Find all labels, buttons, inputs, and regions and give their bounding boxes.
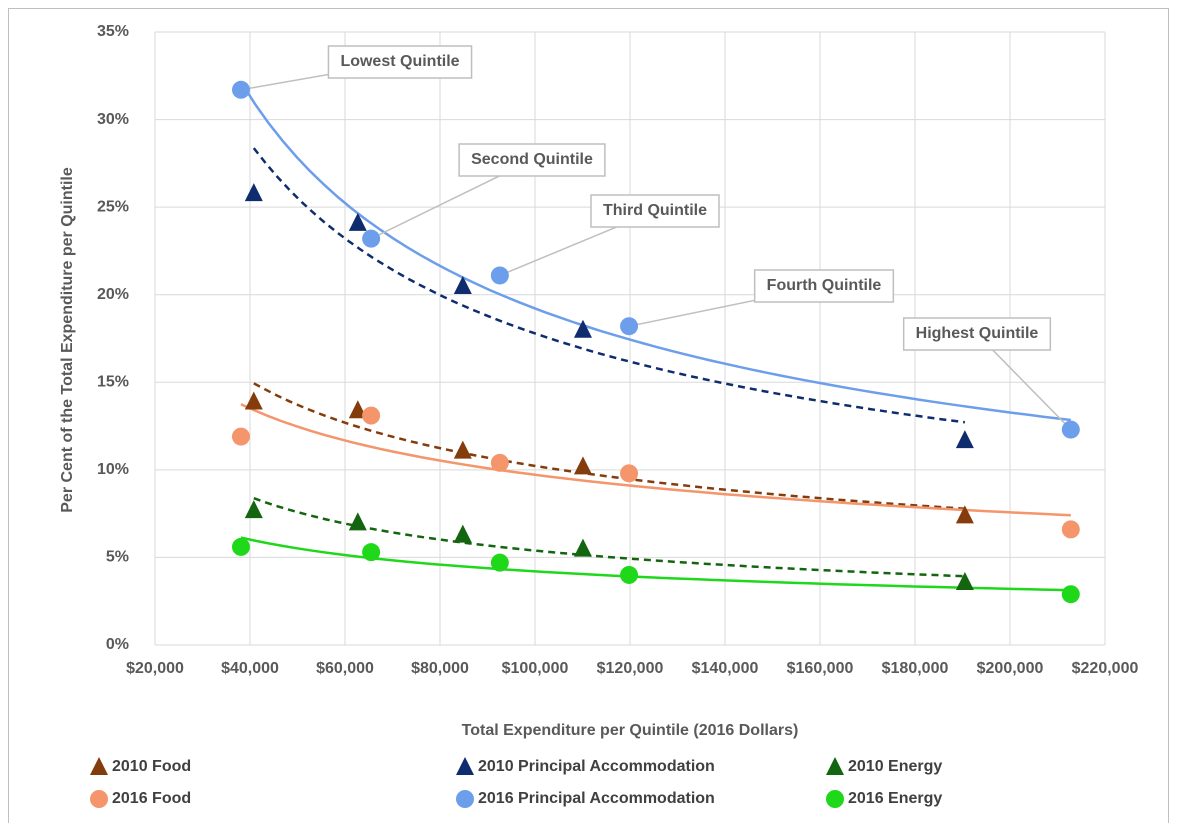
marker-circle (1061, 420, 1080, 439)
marker-circle (1061, 520, 1080, 539)
marker-triangle (955, 505, 974, 524)
marker-triangle (244, 391, 263, 410)
marker-circle (362, 406, 381, 425)
marker-circle (620, 317, 639, 336)
callout-label: Lowest Quintile (340, 53, 459, 70)
y-tick-label: 5% (106, 549, 129, 566)
marker-triangle (244, 183, 263, 202)
trendline (240, 403, 1071, 517)
callout-label: Second Quintile (471, 151, 593, 168)
trendline (240, 536, 1071, 592)
callout-box (902, 317, 1052, 351)
marker-circle (231, 80, 250, 99)
trendline (252, 147, 966, 424)
legend-label: 2016 Principal Accommodation (478, 790, 715, 807)
marks (231, 80, 1080, 604)
marker-triangle (348, 212, 367, 231)
legend-marker (826, 757, 844, 775)
marker-triangle (453, 524, 472, 543)
marker-circle (362, 543, 381, 562)
marker-circle (490, 453, 509, 472)
legend-marker (456, 790, 474, 808)
legend-marker (456, 757, 474, 775)
y-tick-label: 25% (97, 198, 129, 215)
callout-box (458, 143, 606, 177)
x-tick-label: $100,000 (502, 660, 569, 677)
legend-label: 2016 Food (112, 790, 191, 807)
legend-label: 2010 Food (112, 758, 191, 775)
marker-triangle (453, 440, 472, 459)
legend-marker (826, 790, 844, 808)
legend-marker (90, 790, 108, 808)
marker-circle (620, 464, 639, 483)
trendlines (239, 81, 1071, 592)
marker-circle (231, 537, 250, 556)
x-tick-label: $220,000 (1072, 660, 1139, 677)
marker-triangle (573, 456, 592, 475)
y-tick-label: 0% (106, 636, 129, 653)
marker-triangle (955, 430, 974, 449)
callout-box (327, 45, 473, 79)
marker-circle (1061, 585, 1080, 604)
marker-triangle (955, 571, 974, 590)
y-tick-label: 10% (97, 461, 129, 478)
trendline (253, 497, 965, 578)
marker-circle (620, 565, 639, 584)
x-tick-label: $20,000 (126, 660, 184, 677)
x-tick-label: $200,000 (977, 660, 1044, 677)
x-tick-label: $60,000 (316, 660, 374, 677)
marker-circle (231, 427, 250, 446)
marker-circle (490, 266, 509, 285)
y-tick-label: 35% (97, 23, 129, 40)
marker-triangle (348, 512, 367, 531)
x-tick-label: $80,000 (411, 660, 469, 677)
x-axis-title: Total Expenditure per Quintile (2016 Dol… (462, 722, 799, 739)
marker-circle (362, 229, 381, 248)
marker-triangle (453, 275, 472, 294)
trendline (239, 81, 1071, 422)
legend-label: 2010 Energy (848, 758, 942, 775)
marker-triangle (573, 319, 592, 338)
x-tick-label: $120,000 (597, 660, 664, 677)
marker-triangle (244, 500, 263, 519)
x-tick-label: $180,000 (882, 660, 949, 677)
y-tick-label: 20% (97, 286, 129, 303)
y-tick-label: 30% (97, 111, 129, 128)
callout-box (753, 269, 895, 303)
marker-triangle (573, 538, 592, 557)
callout-label: Third Quintile (603, 202, 707, 219)
callout-box (590, 194, 720, 228)
legend-label: 2016 Energy (848, 790, 942, 807)
marker-circle (490, 553, 509, 572)
x-tick-label: $40,000 (221, 660, 279, 677)
legend-label: 2010 Principal Accommodation (478, 758, 715, 775)
callouts: Lowest Quintile Second Quintile Third Quin… (240, 45, 1072, 431)
y-axis-title: Per Cent of the Total Expenditure per Qu… (59, 167, 76, 513)
callout-label: Highest Quintile (916, 325, 1039, 342)
callout-label: Fourth Quintile (767, 277, 882, 294)
y-tick-label: 15% (97, 374, 129, 391)
x-tick-label: $140,000 (692, 660, 759, 677)
trendline (253, 382, 965, 510)
x-tick-label: $160,000 (787, 660, 854, 677)
chart-border (8, 8, 1169, 823)
legend-marker (90, 757, 108, 775)
